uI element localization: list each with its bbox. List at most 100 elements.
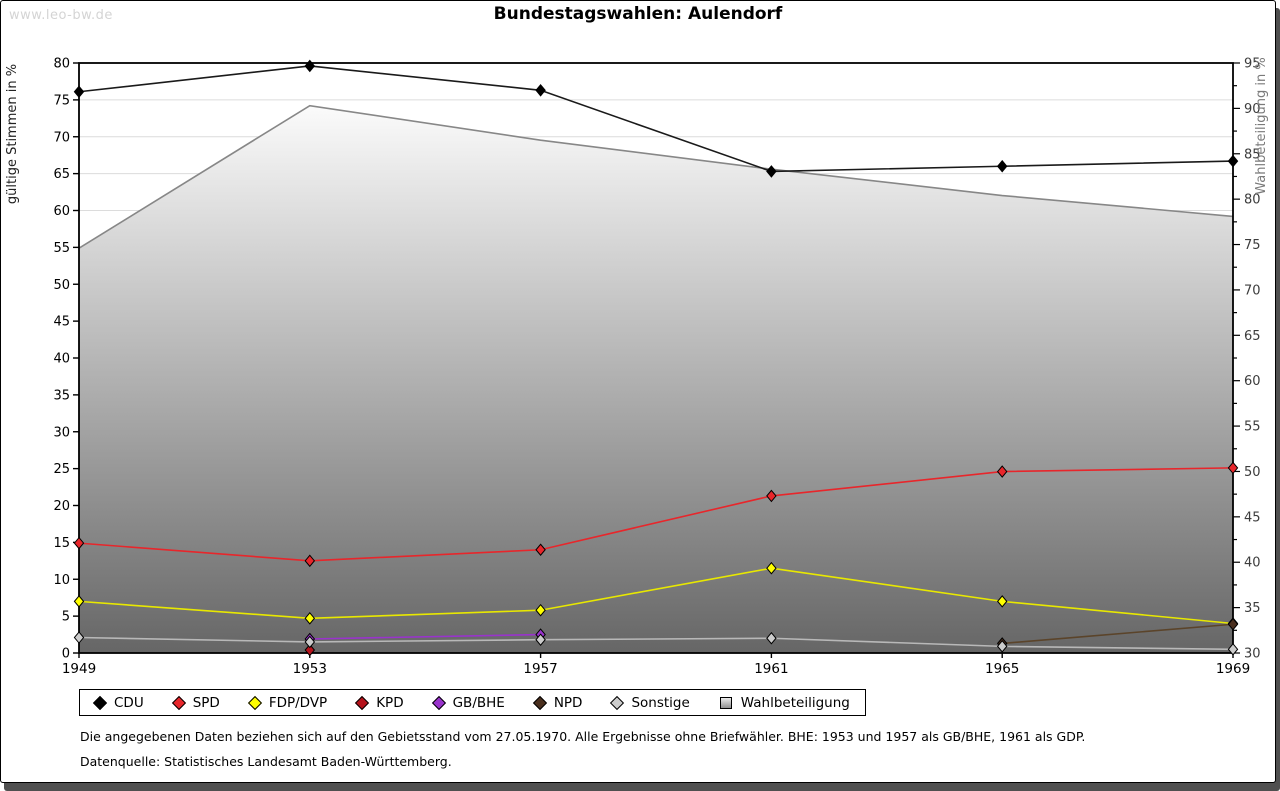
- legend-label: GB/BHE: [452, 694, 505, 711]
- data-point: [1227, 461, 1239, 475]
- series-kpd: [304, 643, 316, 657]
- series-fdp-dvp: [73, 561, 1239, 630]
- right-axis-title: Wahlbeteiligung in %: [1254, 57, 1269, 194]
- data-point: [996, 595, 1008, 608]
- year-label: 1957: [523, 661, 557, 677]
- axis-tick-label: 50: [1244, 465, 1261, 480]
- axis-tick-label: 10: [53, 573, 70, 588]
- series-spd: [73, 461, 1239, 568]
- data-point: [766, 489, 777, 503]
- diamond-marker-icon: [610, 695, 625, 710]
- axis-tick-label: 60: [1244, 374, 1261, 389]
- series-sonstige: [73, 631, 1239, 656]
- legend-label: Sonstige: [631, 694, 690, 711]
- axis-tick-label: 0: [62, 647, 70, 662]
- data-point: [766, 631, 777, 645]
- axis-tick-label: 65: [1244, 329, 1261, 344]
- data-point: [304, 554, 316, 568]
- axis-tick-label: 70: [53, 130, 70, 145]
- legend-label: KPD: [376, 694, 404, 711]
- axis-tick-label: 75: [53, 93, 70, 108]
- legend-item-spd: SPD: [171, 694, 220, 711]
- axis-tick-label: 40: [1244, 556, 1261, 571]
- data-point: [73, 595, 85, 608]
- axis-tick-label: 80: [53, 57, 70, 72]
- data-point: [996, 465, 1008, 478]
- data-point: [535, 543, 546, 557]
- axis-tick-label: 85: [1244, 147, 1261, 162]
- legend-label: CDU: [114, 694, 144, 711]
- axis-tick-label: 50: [53, 278, 70, 293]
- data-point: [1227, 643, 1239, 656]
- axis-tick-label: 5: [62, 610, 70, 625]
- data-point: [304, 635, 316, 649]
- axis-tick-label: 90: [1244, 102, 1261, 117]
- series-wahlbeteiligung-area: [78, 104, 1234, 653]
- year-label: 1969: [1216, 661, 1250, 677]
- axis-tick-label: 95: [1244, 57, 1261, 72]
- axis-tick-label: 65: [53, 167, 70, 182]
- axis-tick-label: 30: [1244, 647, 1261, 662]
- data-point: [1227, 617, 1239, 631]
- chart-legend: CDU SPD FDP/DVP KPD GB/BHE NPD Sonstige Wahlbet…: [79, 689, 866, 716]
- right-axis: [1233, 62, 1240, 654]
- year-label: 1953: [293, 661, 327, 677]
- left-axis: [73, 62, 79, 654]
- data-point: [996, 640, 1008, 653]
- data-point: [73, 85, 85, 99]
- diamond-marker-icon: [92, 695, 108, 710]
- axis-tick-label: 35: [1244, 601, 1261, 616]
- data-point: [1227, 154, 1239, 168]
- diamond-marker-icon: [247, 695, 262, 710]
- data-point: [304, 643, 316, 657]
- left-axis-title: gültige Stimmen in %: [5, 64, 20, 204]
- axis-tick-label: 40: [53, 352, 70, 367]
- axis-tick-label: 15: [53, 536, 70, 551]
- legend-item-gb-bhe: GB/BHE: [431, 694, 505, 711]
- diamond-marker-icon: [431, 695, 446, 710]
- year-label: 1961: [754, 661, 788, 677]
- year-label: 1949: [62, 661, 96, 677]
- data-point: [766, 165, 777, 178]
- axis-tick-label: 30: [53, 425, 70, 440]
- axis-tick-label: 45: [53, 315, 70, 330]
- axis-tick-label: 80: [1244, 193, 1261, 208]
- legend-label: FDP/DVP: [268, 694, 328, 711]
- axis-tick-label: 55: [1244, 420, 1261, 435]
- footnote-geographic-note: Die angegebenen Daten beziehen sich auf …: [80, 729, 1086, 744]
- page-title: Bundestagswahlen: Aulendorf: [493, 4, 783, 24]
- axis-tick-label: 75: [1244, 238, 1261, 253]
- election-chart: 0 5 10 15 20 25 30 35 40 45 50 55 60 65 70 75 80 30 35 40 45…: [1, 1, 1277, 683]
- legend-item-kpd: KPD: [355, 694, 404, 711]
- axis-tick-label: 45: [1244, 510, 1261, 525]
- axis-tick-label: 70: [1244, 283, 1261, 298]
- legend-label: SPD: [192, 694, 220, 711]
- footnote-data-source: Datenquelle: Statistisches Landesamt Bad…: [80, 754, 452, 769]
- data-point: [996, 159, 1008, 173]
- data-point: [766, 561, 777, 575]
- legend-item-npd: NPD: [532, 694, 583, 711]
- legend-item-fdp-dvp: FDP/DVP: [247, 694, 328, 711]
- site-watermark: www.leo-bw.de: [9, 8, 113, 23]
- diamond-marker-icon: [171, 695, 186, 710]
- legend-item-cdu: CDU: [92, 694, 144, 711]
- data-point: [535, 633, 546, 647]
- series-cdu: [73, 59, 1239, 178]
- axis-tick-label: 25: [53, 462, 70, 477]
- data-point: [73, 631, 85, 644]
- legend-label: NPD: [553, 694, 583, 711]
- legend-item-sonstige: Sonstige: [610, 694, 690, 711]
- legend-item-wahlbeteiligung: Wahlbeteiligung: [719, 694, 850, 711]
- axis-tick-label: 55: [53, 241, 70, 256]
- area-swatch-icon: [719, 696, 732, 709]
- data-point: [535, 84, 546, 97]
- diamond-marker-icon: [355, 695, 370, 710]
- legend-label: Wahlbeteiligung: [740, 694, 850, 711]
- data-point: [73, 536, 85, 550]
- year-label: 1965: [985, 661, 1019, 677]
- diamond-marker-icon: [532, 695, 547, 710]
- axis-tick-label: 20: [53, 499, 70, 514]
- data-point: [535, 603, 546, 617]
- data-point: [304, 612, 316, 625]
- chart-canvas: 0 5 10 15 20 25 30 35 40 45 50 55 60 65 70 75 80 30 35 40 45…: [5, 57, 1269, 678]
